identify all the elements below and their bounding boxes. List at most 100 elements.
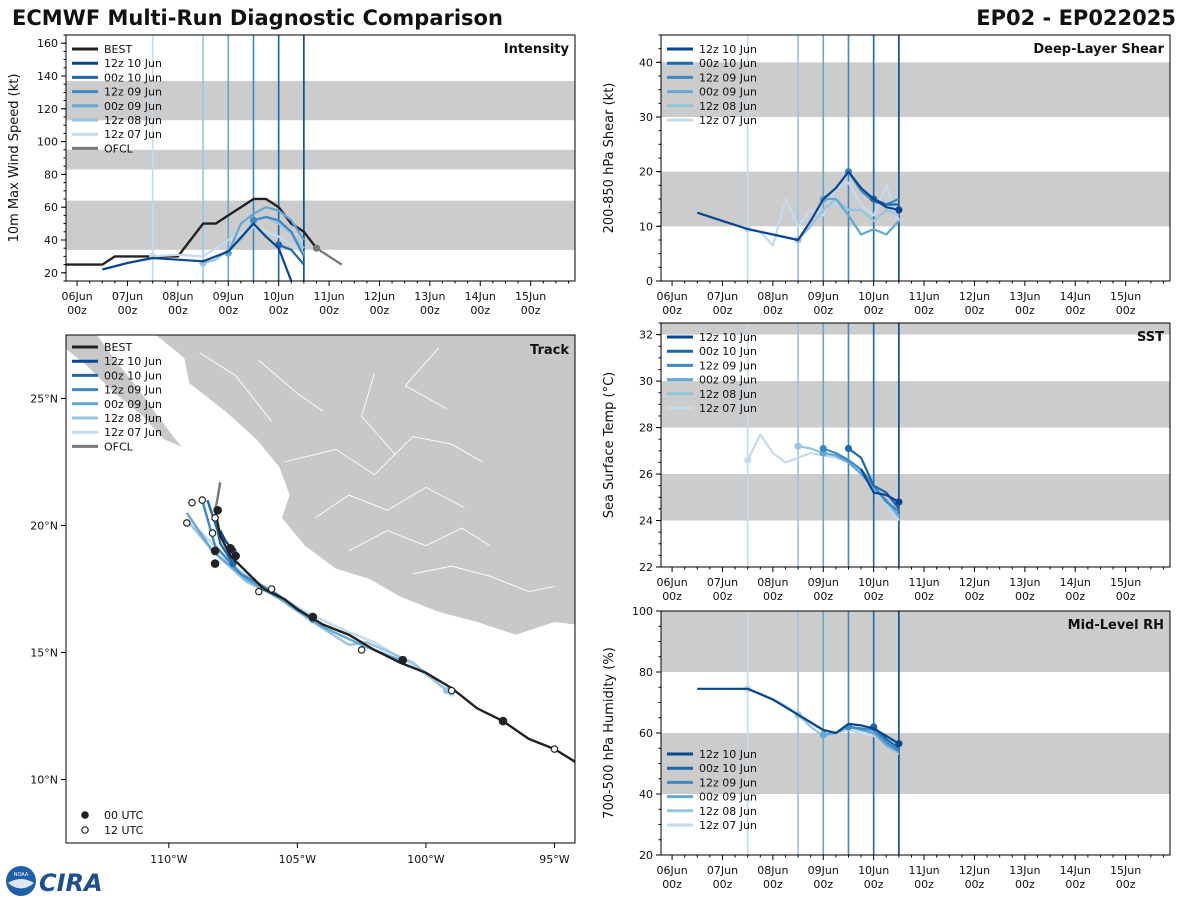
state-border	[258, 360, 324, 412]
state-border	[315, 486, 465, 519]
x-tick-label-hour: 00z	[1116, 878, 1136, 891]
x-tick-label-hour: 00z	[763, 590, 783, 603]
y-tick-label: 40	[44, 234, 58, 247]
x-tick-label-hour: 00z	[1015, 878, 1035, 891]
series-line	[697, 687, 900, 745]
legend-label: 12z 07 Jun	[699, 819, 757, 832]
legend-label: 12z 09 Jun	[699, 71, 757, 84]
series-marker	[819, 444, 827, 453]
x-tick-label-hour: 00z	[914, 590, 934, 603]
legend-label: 12z 07 Jun	[104, 128, 162, 141]
y-tick-label: 120	[37, 103, 58, 116]
y-tick-label: 22	[639, 561, 653, 574]
legend-label: 00z 09 Jun	[699, 86, 757, 99]
track-line	[213, 482, 222, 511]
x-tick-label-hour: 00z	[965, 590, 985, 603]
x-tick-label-hour: 00z	[763, 304, 783, 317]
y-tick-label: 20	[639, 166, 653, 179]
legend-label: 12z 09 Jun	[104, 384, 162, 397]
x-tick-label-hour: 00z	[521, 304, 541, 317]
panel-title: Intensity	[504, 42, 570, 57]
series-marker	[249, 216, 258, 224]
x-tick-label: 10Jun	[858, 576, 889, 589]
marker-12utc	[255, 587, 263, 596]
panel-sst: 22242628303206Jun00z07Jun00z08Jun00z09Ju…	[602, 322, 1171, 603]
x-tick-label-hour: 00z	[1015, 590, 1035, 603]
x-tick-label: 10Jun	[858, 290, 889, 303]
x-tick-label-hour: 00z	[1065, 878, 1085, 891]
marker-00utc	[213, 505, 222, 515]
x-tick-label-hour: 00z	[67, 304, 87, 317]
threshold-band	[66, 149, 575, 170]
x-tick-label: 10Jun	[263, 290, 294, 303]
series-line	[227, 206, 305, 254]
legend-label: OFCL	[104, 440, 134, 453]
x-tick-label: 11Jun	[908, 290, 939, 303]
x-tick-label-hour: 00z	[269, 304, 289, 317]
x-tick-label-hour: 00z	[965, 304, 985, 317]
x-tick-label: 14Jun	[465, 290, 496, 303]
y-tick-label: 40	[639, 788, 653, 801]
series-line	[278, 243, 305, 266]
plot-frame	[660, 322, 1171, 568]
x-tick-label: 08Jun	[757, 576, 788, 589]
marker-12utc	[447, 686, 456, 695]
y-tick-label: 10	[639, 220, 653, 233]
series-marker	[312, 244, 321, 252]
marker-12utc	[183, 519, 191, 527]
y-axis-label: 700-500 hPa Humidity (%)	[602, 647, 617, 819]
threshold-band	[66, 80, 575, 121]
lon-tick-label: 110°W	[150, 853, 187, 866]
x-tick-label: 07Jun	[707, 864, 738, 877]
x-tick-label: 13Jun	[1009, 290, 1040, 303]
x-tick-label: 08Jun	[757, 864, 788, 877]
marker-12utc	[357, 646, 366, 654]
x-tick-label: 14Jun	[1060, 290, 1091, 303]
legend-label: 00z 09 Jun	[104, 398, 162, 411]
x-tick-label-hour: 00z	[420, 304, 440, 317]
series-line	[860, 468, 900, 503]
legend-label: 12z 07 Jun	[104, 426, 162, 439]
series-marker	[794, 442, 802, 450]
y-tick-label: 60	[44, 201, 58, 214]
x-tick-label: 06Jun	[656, 576, 687, 589]
x-tick-label-hour: 00z	[1065, 304, 1085, 317]
x-tick-label: 11Jun	[313, 290, 344, 303]
x-tick-label: 15Jun	[515, 290, 546, 303]
track-line	[213, 510, 575, 763]
x-tick-label: 09Jun	[213, 290, 244, 303]
x-tick-label-hour: 00z	[118, 304, 138, 317]
state-border	[199, 352, 273, 422]
x-tick-label-hour: 00z	[319, 304, 339, 317]
legend-label: 00z 10 Jun	[699, 57, 757, 70]
y-tick-label: 30	[639, 111, 653, 124]
x-tick-label: 15Jun	[1110, 864, 1141, 877]
x-tick-label: 12Jun	[364, 290, 395, 303]
marker-12utc	[211, 514, 219, 522]
y-axis-label: Sea Surface Temp (°C)	[602, 372, 617, 519]
x-tick-label: 11Jun	[908, 576, 939, 589]
x-tick-label: 09Jun	[808, 576, 839, 589]
panel-shear: 01020304006Jun00z07Jun00z08Jun00z09Jun00…	[602, 34, 1171, 317]
series-marker	[844, 444, 853, 453]
x-tick-label-hour: 00z	[965, 878, 985, 891]
x-tick-label: 15Jun	[1110, 290, 1141, 303]
x-tick-label-hour: 00z	[370, 304, 390, 317]
legend-label: 12z 10 Jun	[699, 43, 757, 56]
panel-track: 110°W 105°W 100°W 95°W 10°N 15°N 20°N 25°N Track…	[30, 334, 576, 866]
x-tick-label-hour: 00z	[864, 878, 884, 891]
legend-label: 00z 10 Jun	[699, 762, 757, 775]
x-tick-label: 12Jun	[959, 576, 990, 589]
x-tick-label-hour: 00z	[914, 878, 934, 891]
panel-title: SST	[1137, 330, 1164, 345]
y-tick-label: 20	[44, 267, 58, 280]
x-tick-label: 06Jun	[656, 290, 687, 303]
legend-label: 12z 10 Jun	[699, 748, 757, 761]
x-tick-label: 07Jun	[707, 576, 738, 589]
x-tick-label: 11Jun	[908, 864, 939, 877]
series-line	[253, 215, 305, 257]
legend-label: 12z 09 Jun	[699, 359, 757, 372]
x-tick-label: 14Jun	[1060, 576, 1091, 589]
